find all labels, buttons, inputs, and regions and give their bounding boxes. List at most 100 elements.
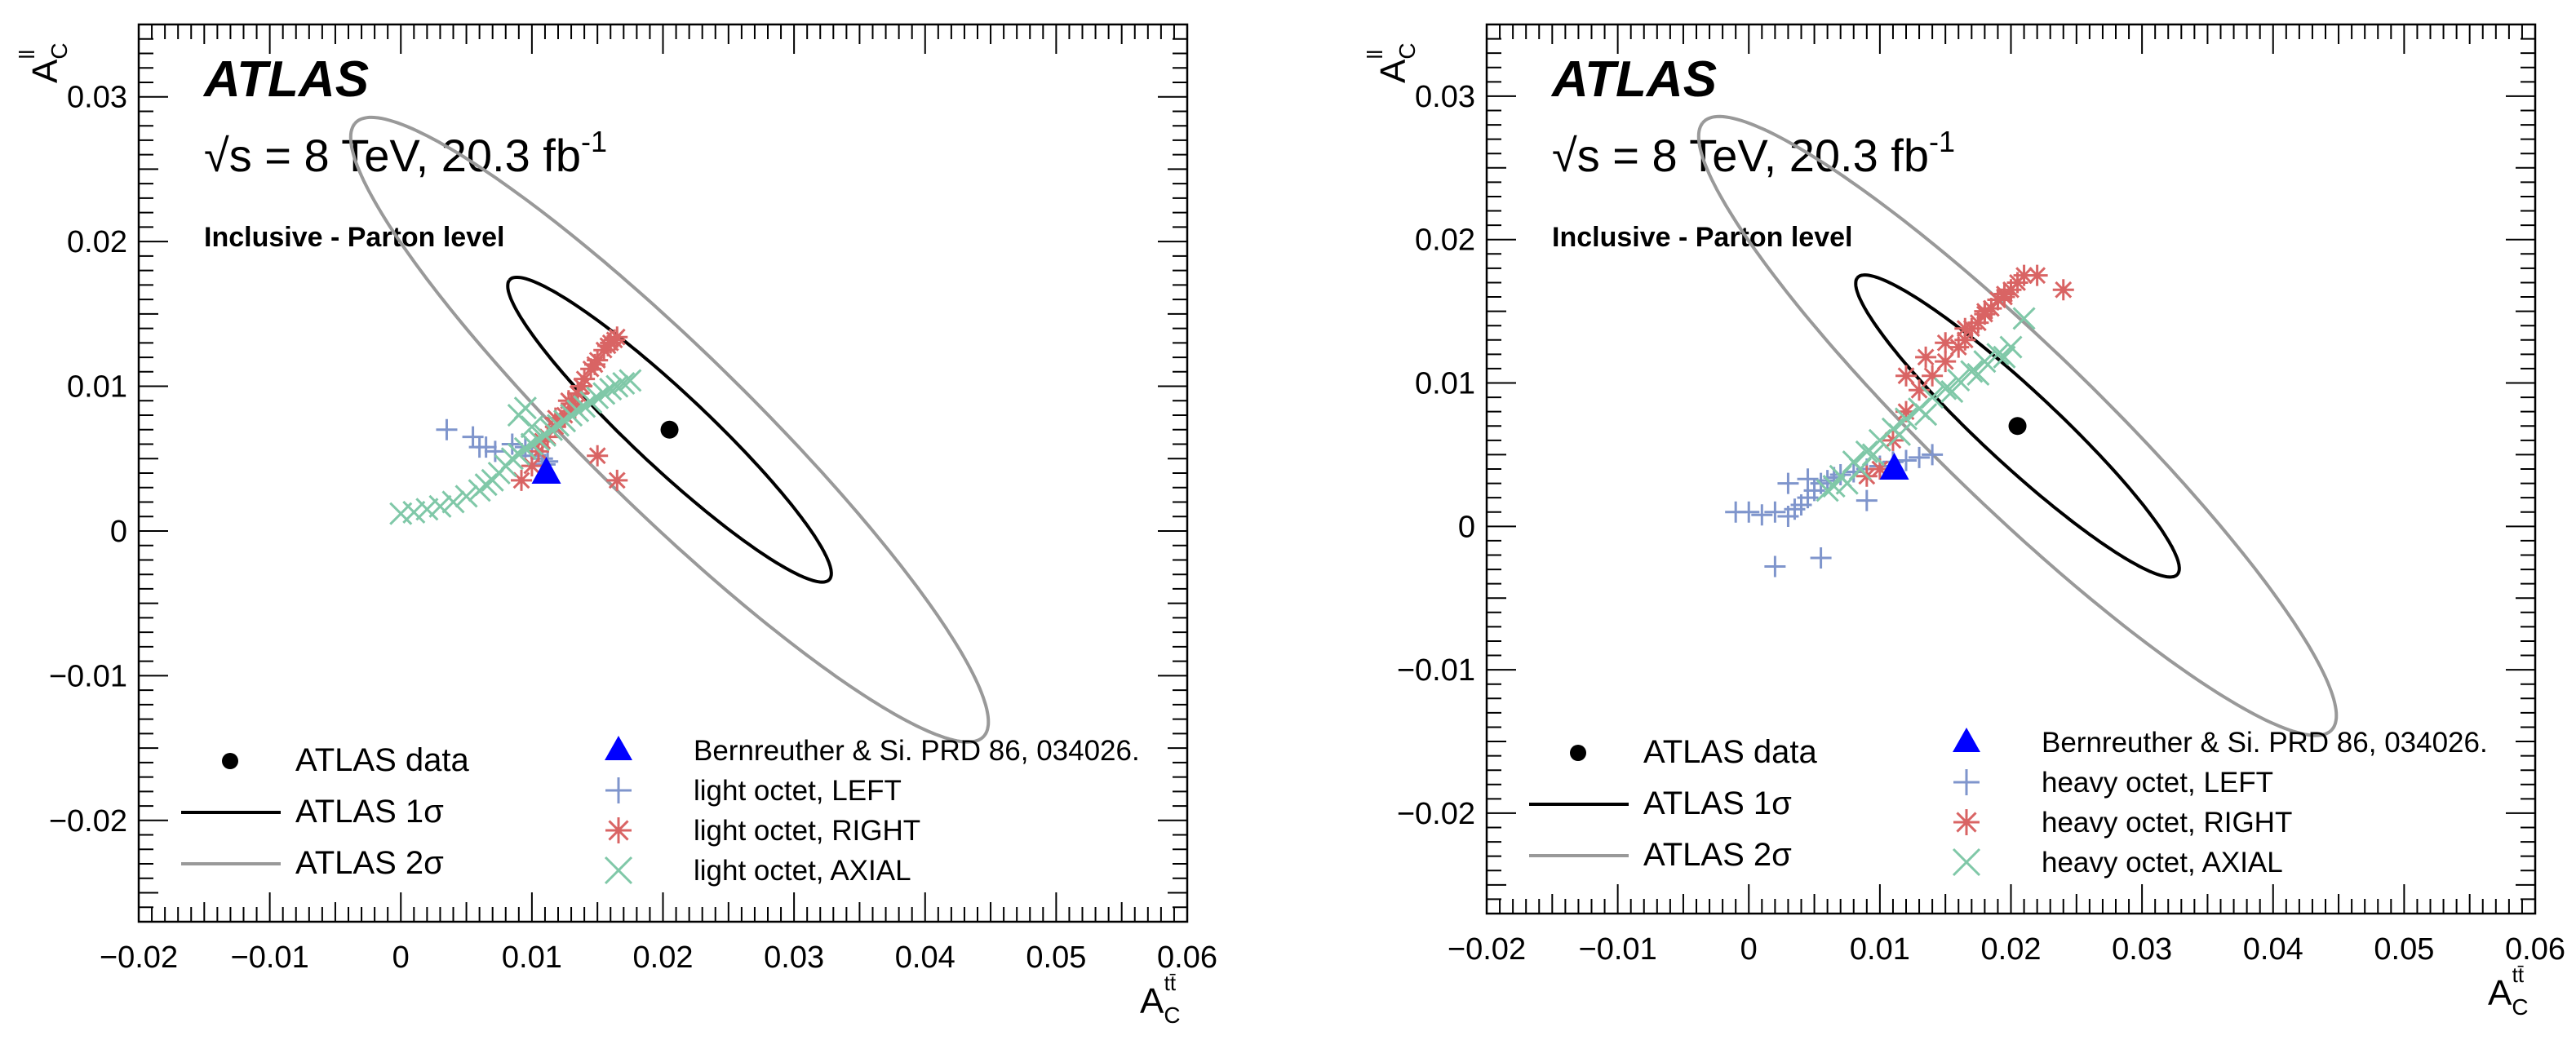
data-point-star — [1935, 351, 1957, 373]
data-point-cross — [605, 374, 629, 398]
data-point-cross — [586, 386, 610, 409]
contour-2sigma — [1696, 114, 2339, 737]
data-point-cross — [454, 485, 478, 508]
legend-label: Bernreuther & Si. PRD 86, 034026. — [2042, 727, 2488, 759]
legend-label: ATLAS 2σ — [1643, 837, 1792, 873]
data-point-cross — [513, 396, 537, 420]
data-point-cross — [1940, 380, 1964, 404]
data-point-cross — [1993, 345, 2016, 369]
data-point-star — [1993, 286, 2015, 308]
data-point-star — [1909, 379, 1931, 401]
data-point-star — [2052, 279, 2074, 301]
data-point-cross — [2012, 307, 2036, 330]
y-tick-label: 0.03 — [67, 81, 127, 115]
data-point-cross — [1894, 407, 1918, 431]
y-tick-label: 0.01 — [1415, 367, 1475, 401]
legend-label: ATLAS 1σ — [1643, 786, 1792, 821]
subtitle-label: Inclusive - Parton level — [1552, 222, 1852, 253]
data-point-cross — [1822, 475, 1846, 498]
y-axis-title: ACll — [1363, 42, 1420, 83]
data-point-star — [1974, 300, 1996, 322]
data-point-star — [1869, 458, 1891, 480]
y-tick-label: −0.02 — [49, 804, 127, 839]
data-point-star — [1954, 329, 1976, 351]
x-axis-title: ACtt̄ — [1140, 971, 1181, 1028]
data-point-cross — [599, 378, 623, 401]
legend-marker-data — [222, 753, 238, 769]
data-point-star — [1895, 401, 1917, 423]
data-point-cross — [573, 395, 596, 418]
energy-label: √s = 8 TeV, 20.3 fb-1 — [1552, 125, 1955, 181]
data-point-star — [2026, 264, 2048, 286]
x-tick-label: −0.02 — [100, 940, 178, 975]
y-tick-label: 0 — [110, 515, 127, 549]
series-cross — [1816, 307, 2036, 502]
contour-2sigma — [348, 115, 991, 744]
y-tick-label: 0.02 — [1415, 223, 1475, 258]
y-tick-label: −0.02 — [1397, 797, 1475, 831]
y-tick-label: 0.01 — [67, 370, 127, 405]
data-point-cross — [415, 498, 439, 521]
sm-prediction-triangle — [531, 457, 561, 484]
data-point-cross — [539, 418, 564, 441]
atlas-label: ATLAS — [202, 51, 369, 108]
data-point-cross — [1966, 362, 1990, 387]
data-point-plus — [484, 440, 506, 462]
x-tick-label: 0.06 — [2505, 932, 2565, 967]
data-point-cross — [592, 382, 616, 405]
data-point-star — [567, 383, 589, 405]
data-point-plus — [1810, 547, 1832, 569]
x-tick-label: 0.03 — [764, 940, 824, 975]
legend-marker-star — [605, 817, 632, 843]
data-point-plus — [1738, 501, 1760, 523]
plot-content — [348, 115, 991, 744]
data-point-cross — [1960, 360, 1984, 383]
y-tick-label: 0 — [1458, 510, 1475, 544]
data-point-cross — [579, 391, 603, 414]
data-point-star — [1915, 346, 1937, 368]
data-point-cross — [1887, 423, 1912, 446]
legend-marker-prediction — [605, 736, 632, 760]
data-point-star — [531, 430, 553, 452]
data-point-cross — [500, 447, 524, 471]
chart-panel-left: −0.02 −0.01 0 0.01 0.02 0.03 0.04 0.05 0.06 −0.02… — [15, 23, 1217, 1028]
data-point-star — [570, 375, 592, 397]
legend-label: heavy octet, LEFT — [2042, 767, 2273, 799]
data-point-cross — [526, 428, 550, 452]
energy-sup: -1 — [581, 125, 607, 158]
data-point-star — [604, 329, 626, 351]
x-tick-label: 0 — [1740, 932, 1758, 967]
data-point-star — [1967, 312, 1989, 334]
energy-label: √s = 8 TeV, 20.3 fb-1 — [204, 125, 607, 181]
legend-marker-plus — [1953, 769, 1980, 795]
data-point-star — [574, 368, 596, 390]
legend-marker-data — [1570, 745, 1586, 761]
data-point-star — [511, 469, 533, 491]
legend-label: light octet, LEFT — [694, 775, 902, 807]
data-point-cross — [612, 371, 636, 396]
data-point-cross — [402, 500, 426, 524]
data-point-plus — [1764, 501, 1786, 523]
legend-label: light octet, AXIAL — [694, 855, 911, 887]
data-point-star — [606, 469, 628, 491]
data-point-cross — [1921, 386, 1944, 409]
legend-label: heavy octet, RIGHT — [2042, 807, 2292, 839]
data-point-star — [1922, 365, 1944, 387]
data-point-star — [544, 407, 566, 429]
data-point-cross — [546, 414, 570, 437]
x-tick-label: 0.04 — [895, 940, 955, 975]
y-tick-label: −0.01 — [1397, 653, 1475, 688]
data-point-plus — [436, 418, 458, 440]
chart-panel-right: −0.02 −0.01 0 0.01 0.02 0.03 0.04 0.05 0.06 −0.02… — [1363, 23, 2565, 1020]
legend: ATLAS data ATLAS 1σ ATLAS 2σ Bernreuther & … — [1529, 727, 2488, 878]
data-point-plus — [1764, 555, 1786, 578]
atlas-data-point — [660, 420, 679, 439]
data-point-plus — [1777, 472, 1799, 494]
x-tick-label: −0.01 — [1579, 932, 1657, 967]
data-point-cross — [1914, 403, 1938, 427]
data-point-cross — [1934, 377, 1957, 401]
energy-text: √s = 8 TeV, 20.3 fb — [1552, 130, 1929, 181]
x-tick-label: 0.05 — [2374, 932, 2434, 967]
data-point-cross — [1999, 335, 2023, 359]
contour-1sigma — [1854, 273, 2181, 579]
